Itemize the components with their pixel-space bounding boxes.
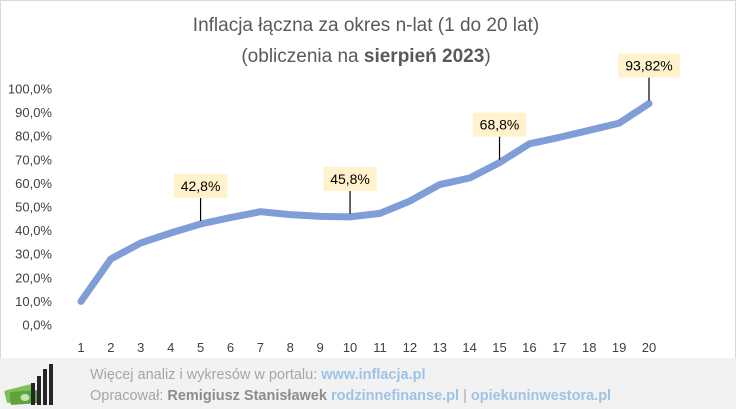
footer-portal-line: Więcej analiz i wykresów w portalu: www.… bbox=[90, 367, 426, 383]
chart-subtitle-prefix: (obliczenia na bbox=[241, 46, 364, 67]
y-tick-label: 80,0% bbox=[15, 129, 52, 144]
money-chart-logo-icon bbox=[4, 364, 53, 405]
data-callouts: 42,8% 45,8% 68,8% 93,82% bbox=[173, 53, 680, 221]
x-tick-label: 1 bbox=[77, 340, 84, 355]
y-tick-label: 30,0% bbox=[15, 247, 52, 262]
footer-author-line: Opracował: Remigiusz Stanisławek rodzinn… bbox=[90, 388, 611, 404]
y-tick-label: 0,0% bbox=[22, 318, 52, 333]
x-tick-label: 13 bbox=[433, 340, 447, 355]
data-callout: 68,8% bbox=[472, 112, 527, 160]
x-tick-label: 14 bbox=[462, 340, 476, 355]
y-tick-label: 50,0% bbox=[15, 200, 52, 215]
series-line-group bbox=[77, 100, 653, 305]
y-tick-label: 70,0% bbox=[15, 152, 52, 167]
x-tick-label: 20 bbox=[642, 340, 656, 355]
chart-subtitle: (obliczenia na sierpień 2023) bbox=[241, 46, 490, 67]
footer-author-name: Remigiusz Stanisławek bbox=[167, 388, 327, 404]
x-tick-label: 8 bbox=[287, 340, 294, 355]
y-tick-label: 100,0% bbox=[8, 82, 53, 97]
x-tick-label: 18 bbox=[582, 340, 596, 355]
x-tick-label: 19 bbox=[612, 340, 626, 355]
footer-author-label: Opracował: bbox=[90, 388, 168, 404]
data-label: 42,8% bbox=[181, 178, 221, 194]
callout-box bbox=[472, 112, 527, 137]
x-tick-label: 3 bbox=[137, 340, 144, 355]
x-tick-label: 7 bbox=[257, 340, 264, 355]
x-tick-label: 15 bbox=[492, 340, 506, 355]
footer-inflacja-link[interactable]: www.inflacja.pl bbox=[321, 367, 426, 383]
x-tick-label: 4 bbox=[167, 340, 174, 355]
y-tick-label: 60,0% bbox=[15, 176, 52, 191]
data-label: 93,82% bbox=[625, 58, 672, 74]
chart-subtitle-suffix: ) bbox=[484, 46, 490, 67]
data-label: 45,8% bbox=[330, 171, 370, 187]
chart-subtitle-date: sierpień 2023 bbox=[364, 46, 484, 67]
x-tick-label: 10 bbox=[343, 340, 357, 355]
callout-box bbox=[323, 166, 377, 191]
footer-opiekuninwestora-link[interactable]: opiekuninwestora.pl bbox=[470, 388, 612, 404]
y-axis: 0,0% 10,0% 20,0% 30,0% 40,0% 50,0% 60,0% 70,0% 8… bbox=[8, 82, 53, 333]
chart-title: Inflacja łączna za okres n-lat (1 do 20 … bbox=[193, 15, 539, 36]
chart: Inflacja łączna za okres n-lat (1 do 20 … bbox=[8, 15, 680, 355]
x-tick-label: 9 bbox=[317, 340, 324, 355]
x-tick-label: 12 bbox=[403, 340, 417, 355]
data-callout: 93,82% bbox=[618, 53, 680, 101]
x-tick-label: 17 bbox=[552, 340, 566, 355]
footer-bar bbox=[0, 358, 736, 409]
footer-separator: | bbox=[459, 388, 471, 404]
y-tick-label: 10,0% bbox=[15, 294, 52, 309]
footer-portal-text: Więcej analiz i wykresów w portalu: bbox=[90, 367, 322, 383]
data-label: 68,8% bbox=[480, 117, 520, 133]
callout-box bbox=[173, 173, 228, 198]
callout-box bbox=[618, 53, 680, 78]
x-tick-label: 2 bbox=[107, 340, 114, 355]
y-tick-label: 20,0% bbox=[15, 270, 52, 285]
y-tick-label: 40,0% bbox=[15, 223, 52, 238]
x-tick-label: 6 bbox=[227, 340, 234, 355]
x-tick-label: 16 bbox=[522, 340, 536, 355]
data-callout: 42,8% bbox=[173, 173, 228, 221]
x-tick-label: 11 bbox=[373, 340, 387, 355]
x-tick-label: 5 bbox=[197, 340, 204, 355]
data-callout: 45,8% bbox=[323, 166, 377, 214]
x-axis: 1 2 3 4 5 6 7 8 9 10 11 12 13 14 15 16 17 18 19 20 bbox=[77, 340, 656, 355]
y-tick-label: 90,0% bbox=[15, 105, 52, 120]
series-line bbox=[77, 100, 653, 305]
footer-rodzinnefinanse-link[interactable]: rodzinnefinanse.pl bbox=[330, 388, 460, 404]
